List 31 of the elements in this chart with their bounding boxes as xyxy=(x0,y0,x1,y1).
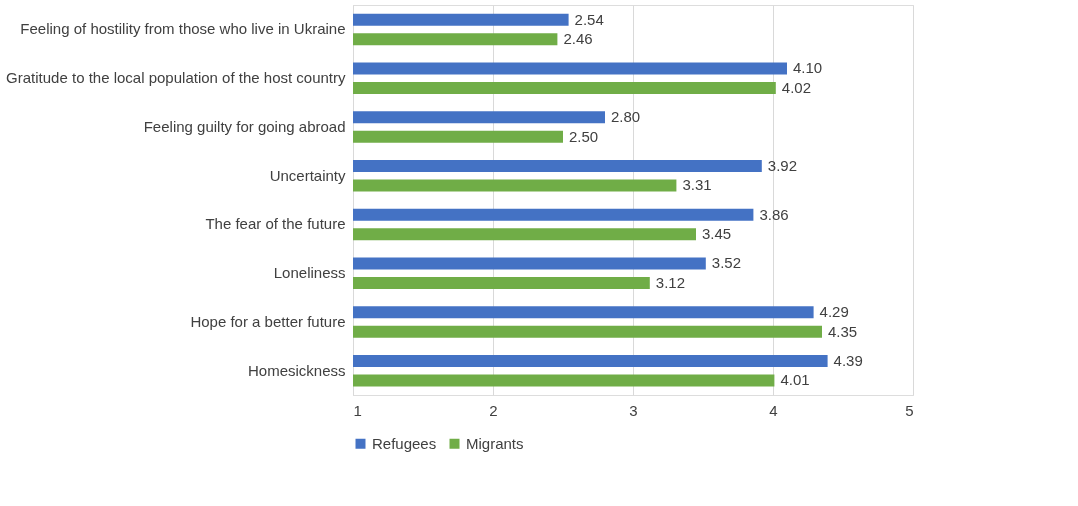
data-label: 3.12 xyxy=(655,273,685,291)
data-label: 2.54 xyxy=(574,10,604,28)
x-tick-label: 1 xyxy=(353,401,362,419)
data-label: 3.86 xyxy=(759,205,789,223)
data-label: 2.80 xyxy=(611,108,641,126)
data-label: 2.50 xyxy=(569,127,599,145)
y-tick-label: Feeling of hostility from those who live in Ukraine xyxy=(20,20,346,38)
data-label: 4.35 xyxy=(828,322,858,340)
data-label: 4.01 xyxy=(780,371,810,389)
y-tick-label: Gratitude to the local population of the host country xyxy=(6,69,346,87)
legend-label: Refugees xyxy=(372,434,437,452)
x-tick-label: 3 xyxy=(629,401,638,419)
y-tick-label: The fear of the future xyxy=(205,215,346,233)
x-tick-label: 4 xyxy=(769,401,778,419)
y-tick-label: Feeling guilty for going abroad xyxy=(143,117,346,135)
y-tick-label: Loneliness xyxy=(273,264,346,282)
data-label: 3.45 xyxy=(702,225,732,243)
y-tick-label: Homesickness xyxy=(247,361,346,379)
data-label: 3.31 xyxy=(682,176,712,194)
legend-label: Migrants xyxy=(466,434,524,452)
data-label: 3.52 xyxy=(711,254,741,272)
x-tick-label: 2 xyxy=(489,401,498,419)
data-label: 4.39 xyxy=(833,351,863,369)
y-tick-label: Hope for a better future xyxy=(190,312,346,330)
data-label: 3.92 xyxy=(767,156,797,174)
data-label: 4.10 xyxy=(793,59,823,77)
data-label: 4.29 xyxy=(819,303,849,321)
data-label: 4.02 xyxy=(781,78,811,96)
data-label: 2.46 xyxy=(563,30,593,48)
x-tick-label: 5 xyxy=(905,401,914,419)
y-tick-label: Uncertainty xyxy=(269,166,346,184)
